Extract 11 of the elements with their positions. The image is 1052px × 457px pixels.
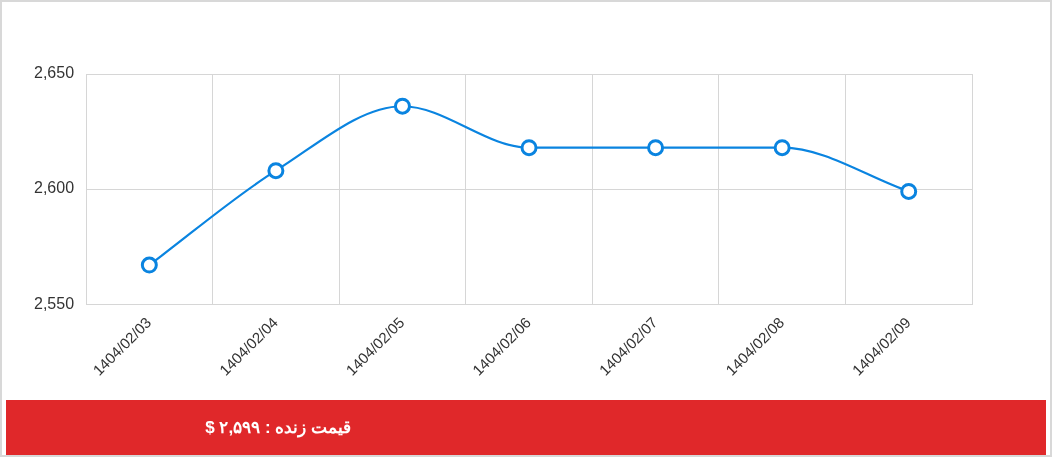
point (520, 139, 538, 157)
point (900, 182, 918, 200)
point (647, 139, 665, 157)
point (140, 256, 158, 274)
point (773, 139, 791, 157)
y-tick-label: 2,550 (33, 294, 75, 312)
text: قیمت زنده : ۲,۵۹۹ $ (205, 417, 351, 438)
point (393, 97, 411, 115)
y-tick-label: 2,650 (33, 64, 75, 82)
y-tick-label: 2,600 (33, 179, 75, 197)
point (267, 162, 285, 180)
